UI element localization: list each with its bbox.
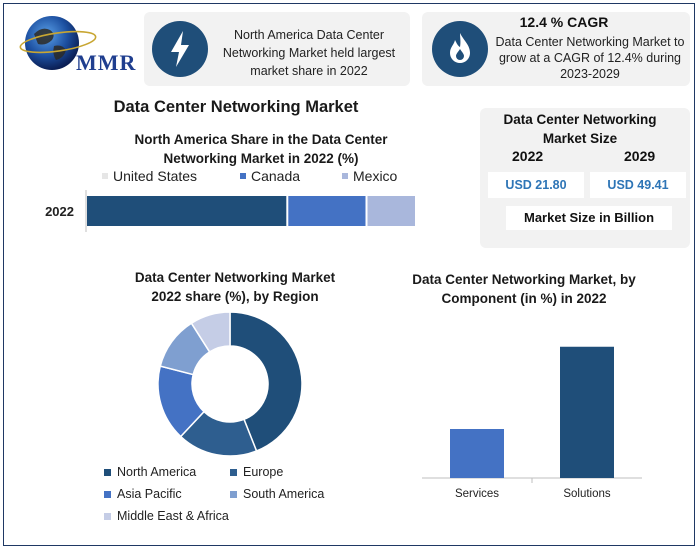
- brand-logo[interactable]: MMR: [18, 12, 146, 75]
- region-donut-chart: [157, 311, 303, 457]
- legend-item-north-america: North America: [104, 465, 196, 479]
- donut-slice-middle-east-africa: [190, 311, 231, 353]
- legend-label-north-america: North America: [117, 465, 197, 479]
- bar-services: [450, 429, 504, 478]
- value-2022: USD 21.80: [488, 172, 584, 198]
- share-category-label: 2022: [45, 204, 74, 219]
- tick-label-services: Services: [455, 488, 499, 500]
- legend-label-mexico: Mexico: [353, 168, 398, 184]
- legend-item-south-america: South America: [230, 487, 324, 501]
- year-2029-label: 2029: [624, 148, 656, 164]
- legend-label-south-america: South America: [243, 487, 325, 501]
- bar-segment-united-states: [87, 196, 287, 226]
- legend-item-europe: Europe: [230, 465, 283, 479]
- component-bar-chart: Services Solutions: [422, 346, 642, 500]
- market-size-title: Data Center Networking Market Size: [503, 112, 657, 146]
- legend-label-europe: Europe: [243, 465, 284, 479]
- cagr-card: 12.4 % CAGR Data Center Networking Marke…: [422, 12, 690, 86]
- market-share-card: North America Data Center Networking Mar…: [144, 12, 410, 86]
- component-chart-title: Data Center Networking Market, by Compon…: [412, 272, 636, 306]
- year-2022-label: 2022: [512, 148, 544, 164]
- value-2029: USD 49.41: [590, 172, 686, 198]
- legend-label-us: United States: [113, 168, 198, 184]
- legend-label-mea: Middle East & Africa: [117, 509, 229, 523]
- legend-label-canada: Canada: [251, 168, 301, 184]
- globe-icon: [19, 16, 97, 70]
- bar-solutions: [560, 346, 614, 478]
- market-share-text: North America Data Center Networking Mar…: [222, 28, 396, 78]
- share-chart-title: North America Share in the Data Center N…: [134, 132, 388, 166]
- flame-icon: [432, 21, 488, 77]
- page-title: Data Center Networking Market: [113, 98, 359, 116]
- cagr-title: 12.4 % CAGR: [519, 14, 609, 30]
- tick-label-solutions: Solutions: [563, 488, 611, 500]
- share-bar-chart: 2022: [45, 190, 415, 232]
- donut-slice-north-america: [229, 311, 303, 452]
- legend-label-asia-pacific: Asia Pacific: [117, 487, 182, 501]
- legend-item-asia-pacific: Asia Pacific: [104, 487, 182, 501]
- region-chart-title: Data Center Networking Market 2022 share…: [134, 270, 336, 304]
- brand-name: MMR: [76, 50, 137, 75]
- bar-segment-mexico: [367, 196, 415, 226]
- cagr-text: Data Center Networking Market to grow at…: [495, 35, 685, 81]
- legend-item-us: United States: [102, 168, 197, 184]
- bar-segment-canada: [288, 196, 366, 226]
- lightning-icon: [152, 21, 208, 77]
- legend-item-canada: Canada: [240, 168, 300, 184]
- market-size-panel: Data Center Networking Market Size 2022 …: [480, 108, 690, 248]
- legend-item-mea: Middle East & Africa: [104, 509, 229, 523]
- market-size-unit: Market Size in Billion: [506, 206, 672, 230]
- legend-item-mexico: Mexico: [342, 168, 397, 184]
- page-frame: [3, 3, 695, 546]
